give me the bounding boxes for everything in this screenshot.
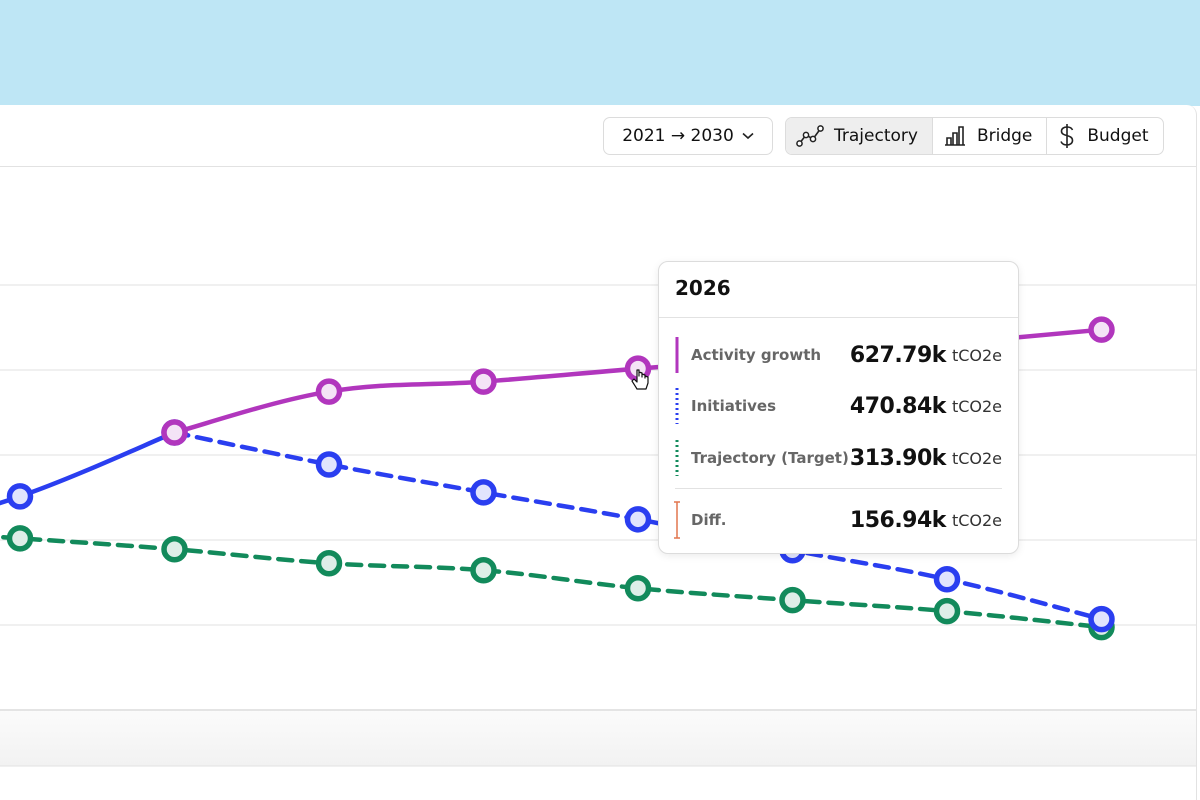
bridge-icon [944, 126, 965, 146]
data-point-fill [321, 555, 337, 572]
data-point-fill [475, 484, 492, 501]
data-point-fill [784, 592, 801, 609]
legend-indicator [674, 501, 680, 539]
data-point [624, 506, 652, 533]
background-band [0, 0, 1200, 106]
row-value: 470.84k [849, 393, 947, 419]
tooltip-row: Initiatives 470.84k tCO2e [673, 386, 1002, 426]
data-point [315, 451, 343, 478]
data-point [6, 525, 34, 552]
data-point-fill [321, 383, 337, 400]
data-point-fill [475, 562, 492, 579]
row-value: 156.94k [849, 507, 947, 533]
chevron-icon [742, 132, 754, 140]
data-point-fill [1093, 321, 1110, 338]
trajectory-icon [796, 125, 824, 147]
view-label: Budget [1087, 126, 1149, 146]
data-point-fill [12, 488, 28, 505]
tooltip-title: 2026 [675, 276, 731, 300]
row-unit: tCO2e [951, 510, 1002, 530]
row-label: Trajectory (Target) [691, 449, 849, 467]
cursor-icon [631, 369, 649, 390]
row-unit: tCO2e [951, 448, 1002, 468]
data-point [933, 597, 961, 625]
row-unit: tCO2e [951, 345, 1002, 365]
data-point-fill [321, 456, 337, 473]
x-axis-band [0, 710, 1196, 766]
view-switch: Trajectory Bridge Budget [785, 117, 1164, 155]
data-point [470, 368, 497, 395]
row-label: Activity growth [691, 346, 822, 364]
data-point [161, 419, 188, 446]
view-button[interactable]: Bridge [931, 118, 1046, 154]
row-label: Initiatives [691, 397, 777, 415]
data-point-fill [939, 603, 955, 620]
data-point-fill [630, 511, 646, 528]
view-label: Trajectory [834, 126, 918, 146]
legend-indicator [675, 337, 679, 373]
tooltip-row: Activity growth 627.79k tCO2e [673, 335, 1002, 375]
data-point-fill [166, 541, 183, 558]
data-point-fill [939, 571, 955, 588]
data-point [6, 483, 34, 510]
data-point-fill [475, 373, 492, 390]
view-button[interactable]: Trajectory [786, 118, 932, 154]
data-point-fill [12, 530, 28, 547]
legend-indicator [675, 388, 679, 424]
data-point [779, 586, 806, 614]
data-point [470, 556, 497, 584]
view-button[interactable]: Budget [1046, 118, 1162, 154]
data-point-fill [1093, 611, 1110, 628]
divider [675, 488, 1002, 489]
budget-icon [1060, 124, 1074, 148]
data-point [315, 378, 343, 405]
panel-header [0, 105, 1196, 167]
row-value: 313.90k [849, 445, 947, 471]
tooltip-row: Diff. 156.94k tCO2e [673, 500, 1002, 540]
row-value: 627.79k [849, 342, 947, 368]
divider [659, 317, 1018, 318]
data-point [624, 574, 652, 602]
data-point-fill [166, 424, 183, 441]
data-point [470, 479, 497, 506]
tooltip-row: Trajectory (Target) 313.90k tCO2e [673, 438, 1002, 478]
data-point [161, 536, 188, 563]
data-point-fill [630, 580, 646, 597]
row-unit: tCO2e [951, 396, 1002, 416]
data-point [1088, 316, 1115, 343]
data-point [933, 566, 961, 593]
date-range: 2021 → 2030 [622, 126, 734, 146]
data-point [1088, 605, 1115, 633]
legend-indicator [675, 440, 679, 476]
tooltip: 2026 Activity growth 627.79k tCO2e Initi… [658, 261, 1019, 554]
view-label: Bridge [976, 126, 1033, 146]
data-point [315, 549, 343, 577]
row-label: Diff. [691, 511, 727, 529]
date-range-dropdown[interactable]: 2021 → 2030 [603, 117, 773, 155]
